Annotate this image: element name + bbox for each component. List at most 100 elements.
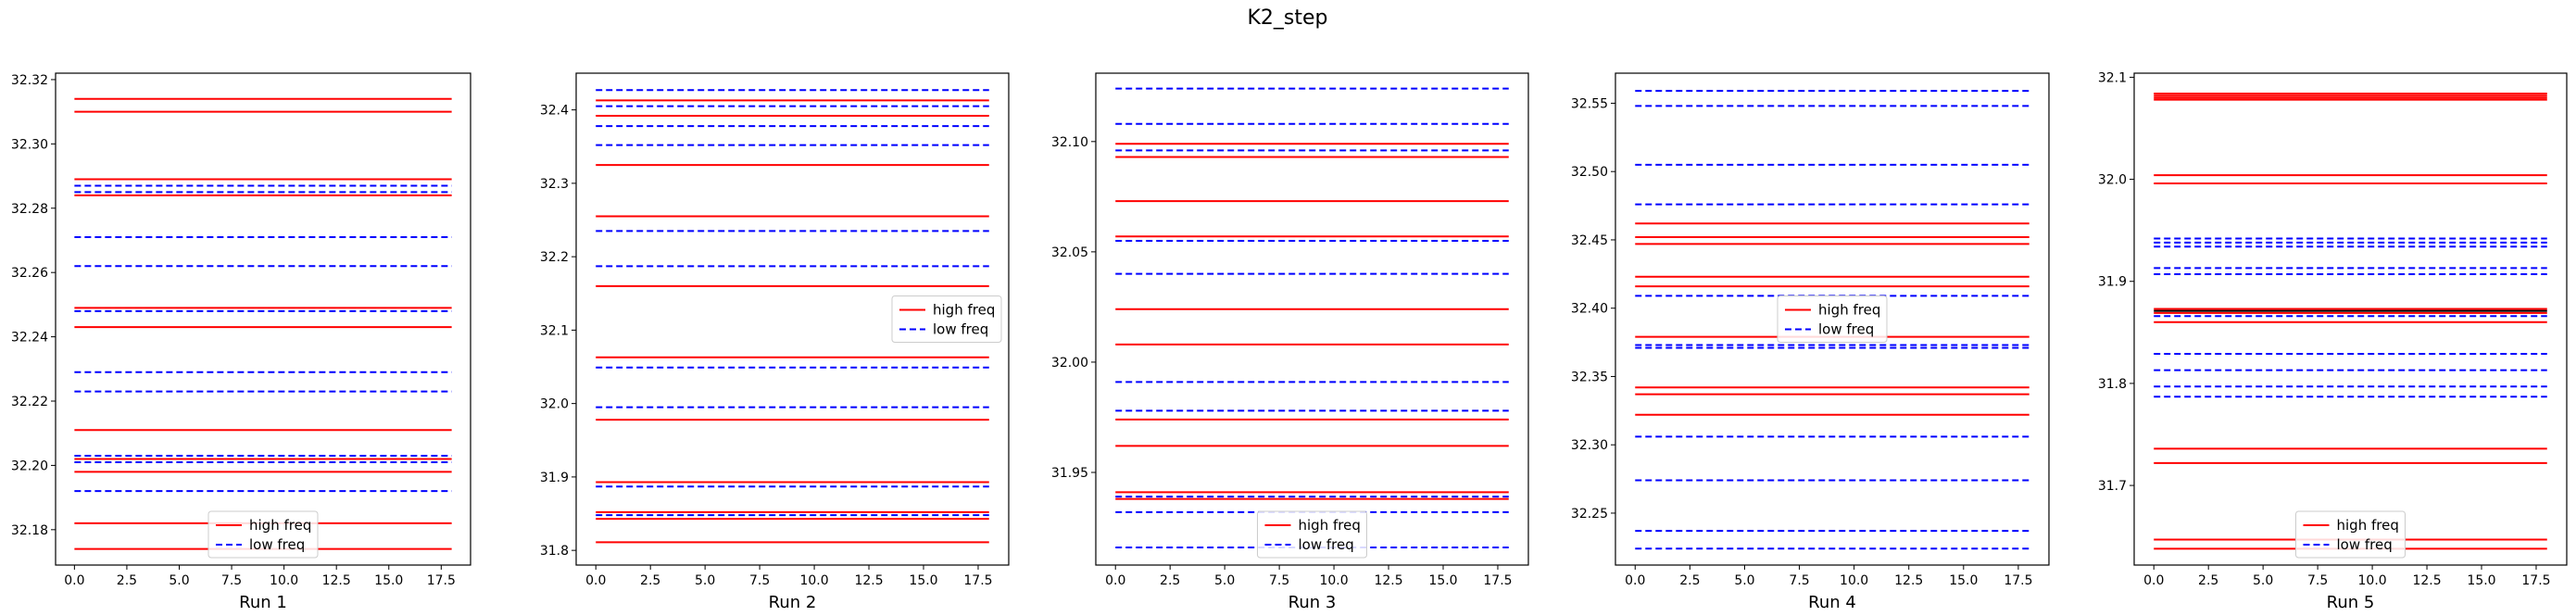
axes-frame (55, 72, 471, 566)
data-lines (596, 89, 989, 544)
x-tick-label: 10.0 (799, 573, 828, 588)
x-tick-label: 15.0 (374, 573, 403, 588)
x-tick-label: 5.0 (2253, 573, 2273, 588)
legend-label: low freq (1818, 321, 1874, 338)
legend-label: high freq (1818, 302, 1880, 319)
x-tick-label: 17.5 (1483, 573, 1512, 588)
x-tick-label: 2.5 (640, 573, 660, 588)
x-tick-label: 7.5 (1789, 573, 1809, 588)
axes-frame (1615, 72, 2050, 566)
legend: high freq low freq (1777, 295, 1888, 343)
x-tick-label: 12.5 (322, 573, 351, 588)
y-tick-label: 32.24 (11, 331, 48, 346)
y-tick-label: 32.0 (540, 397, 569, 412)
subplots: 0.0 2.5 5.0 7.5 10.0 12.5 15.0 17.5 32.18 32.20 32… (11, 70, 2568, 612)
figure-title: K2_step (1247, 6, 1327, 30)
y-tick-label: 31.95 (1051, 466, 1088, 481)
subplot-run-3: 0.0 2.5 5.0 7.5 10.0 12.5 15.0 17.5 31.95 32.00 32… (1051, 72, 1529, 612)
legend: high freq low freq (2295, 510, 2406, 559)
x-tick-label: 2.5 (1679, 573, 1700, 588)
x-tick-label: 7.5 (1269, 573, 1289, 588)
x-tick-label: 2.5 (2198, 573, 2218, 588)
y-tick-label: 31.8 (2098, 377, 2127, 392)
y-tick-label: 32.0 (2098, 173, 2127, 188)
x-tick-label: 0.0 (585, 573, 606, 588)
x-axis-label: Run 3 (1288, 593, 1337, 612)
y-tick-label: 32.4 (540, 104, 569, 119)
x-tick-label: 5.0 (695, 573, 715, 588)
x-axis-label: Run 5 (2327, 593, 2375, 612)
x-tick-label: 5.0 (169, 573, 189, 588)
x-tick-label: 10.0 (270, 573, 298, 588)
x-tick-label: 0.0 (1625, 573, 1645, 588)
x-tick-label: 15.0 (909, 573, 937, 588)
y-tick-label: 32.35 (1571, 370, 1608, 384)
y-tick-label: 32.18 (11, 523, 48, 538)
y-tick-label: 32.55 (1571, 96, 1608, 111)
x-tick-label: 15.0 (1949, 573, 1978, 588)
legend-label: high freq (933, 302, 995, 319)
y-tick-label: 32.32 (11, 73, 48, 88)
y-tick-label: 32.50 (1571, 165, 1608, 180)
subplot-run-2: 0.0 2.5 5.0 7.5 10.0 12.5 15.0 17.5 31.8 31.9 32.0… (540, 72, 1010, 612)
y-tick-label: 32.45 (1571, 233, 1608, 248)
y-tick-label: 32.40 (1571, 302, 1608, 317)
axes-frame (2133, 72, 2568, 566)
subplot-run-1: 0.0 2.5 5.0 7.5 10.0 12.5 15.0 17.5 32.18 32.20 32… (11, 72, 471, 612)
x-tick-label: 12.5 (2412, 573, 2441, 588)
x-tick-label: 7.5 (749, 573, 770, 588)
legend-box (207, 510, 319, 559)
x-tick-label: 10.0 (1319, 573, 1348, 588)
legend-box (2295, 510, 2406, 559)
data-lines (1115, 87, 1509, 548)
subplot-run-5: 0.0 2.5 5.0 7.5 10.0 12.5 15.0 17.5 31.7 31.8 31.9… (2098, 70, 2568, 612)
legend-label: low freq (1299, 536, 1354, 553)
x-axis-label: Run 1 (239, 593, 287, 612)
x-tick-label: 17.5 (963, 573, 992, 588)
x-tick-label: 17.5 (2521, 573, 2550, 588)
x-axis-label: Run 4 (1808, 593, 1856, 612)
data-lines (2154, 93, 2547, 550)
x-tick-label: 0.0 (64, 573, 84, 588)
x-tick-label: 12.5 (854, 573, 883, 588)
x-tick-label: 0.0 (2143, 573, 2164, 588)
legend-label: high freq (1299, 517, 1361, 534)
data-lines (74, 97, 452, 550)
legend-label: low freq (2337, 536, 2393, 553)
x-tick-label: 17.5 (427, 573, 456, 588)
y-tick-label: 32.20 (11, 459, 48, 473)
legend: high freq low freq (891, 295, 1002, 343)
subplot-run-4: 0.0 2.5 5.0 7.5 10.0 12.5 15.0 17.5 32.25 32.30 32… (1571, 72, 2050, 612)
y-tick-label: 32.22 (11, 395, 48, 409)
legend-label: high freq (249, 517, 311, 534)
legend-label: low freq (933, 321, 988, 338)
x-tick-label: 2.5 (117, 573, 137, 588)
x-tick-label: 12.5 (1374, 573, 1402, 588)
axes-frame (1095, 72, 1529, 566)
y-tick-label: 32.2 (540, 250, 569, 265)
x-tick-label: 7.5 (221, 573, 242, 588)
data-lines (1635, 90, 2029, 550)
y-tick-label: 32.00 (1051, 356, 1088, 371)
x-tick-label: 5.0 (1734, 573, 1754, 588)
legend-box (891, 295, 1002, 343)
y-tick-label: 31.9 (2098, 275, 2127, 290)
x-tick-label: 15.0 (1428, 573, 1457, 588)
x-axis-label: Run 2 (769, 593, 817, 612)
x-tick-label: 0.0 (1105, 573, 1125, 588)
axes-frame (575, 72, 1010, 566)
legend: high freq low freq (207, 510, 319, 559)
x-tick-label: 12.5 (1894, 573, 1923, 588)
y-tick-label: 32.28 (11, 202, 48, 217)
x-tick-label: 5.0 (1214, 573, 1235, 588)
y-tick-label: 32.1 (2098, 70, 2127, 85)
legend-label: low freq (249, 536, 305, 553)
x-tick-label: 7.5 (2307, 573, 2328, 588)
y-tick-label: 31.9 (540, 471, 569, 485)
y-tick-label: 32.25 (1571, 507, 1608, 522)
y-tick-label: 32.10 (1051, 135, 1088, 150)
y-tick-label: 32.3 (540, 177, 569, 192)
x-tick-label: 15.0 (2467, 573, 2495, 588)
legend-label: high freq (2337, 517, 2399, 534)
